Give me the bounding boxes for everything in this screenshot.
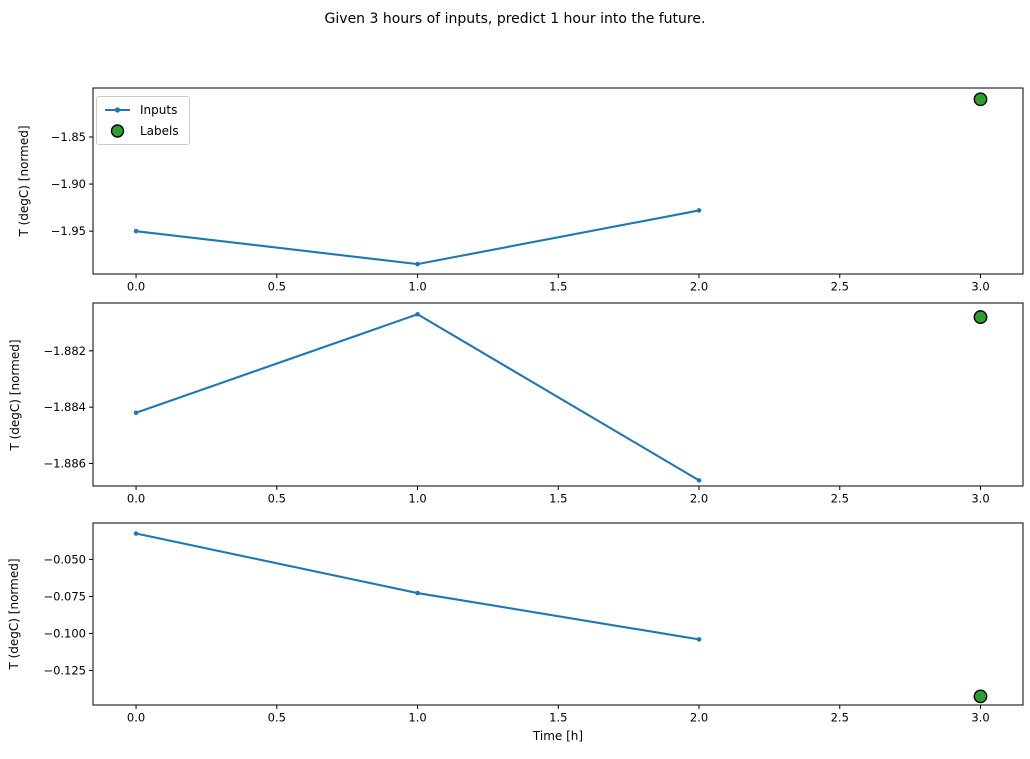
axes-frame [92,302,1024,487]
subplot-3: 0.0 0.5 1.0 1.5 2.0 2.5 3.0 −0.050 −0.075 −0.100 −… [43,522,1024,725]
y-tick-label: −1.85 [51,130,86,144]
axes-frame [92,522,1024,706]
x-tick-label: 0.5 [268,711,286,725]
inputs-marker [133,410,139,416]
y-tick-label: −0.050 [43,552,86,566]
x-tick-label: 1.5 [549,492,567,506]
inputs-marker [415,311,420,317]
x-tick-label: 0.5 [268,492,286,506]
legend: Inputs Labels [96,96,190,145]
legend-item-labels: Labels [104,122,179,140]
inputs-marker [415,261,420,267]
ylabel-subplot-1: T (degC) [normed] [17,125,31,237]
x-tick-label: 2.5 [831,711,849,725]
x-tick-label: 3.0 [971,280,989,294]
inputs-line [135,313,700,482]
y-tick-label: −1.882 [43,344,86,358]
labels-point [973,92,988,107]
x-tick-label: 0.5 [268,280,286,294]
figure-title: Given 3 hours of inputs, predict 1 hour … [324,11,706,27]
inputs-line [135,532,700,641]
labels-point [973,689,988,704]
inputs-marker [133,228,139,234]
inputs-marker [696,637,702,642]
x-tick-label: 1.0 [408,711,426,725]
y-tick-label: −1.886 [43,456,86,470]
x-tick-label: 0.0 [127,711,145,725]
subplot-2: 0.0 0.5 1.0 1.5 2.0 2.5 3.0 −1.882 −1.884 −1.886 [43,302,1024,506]
inputs-marker [696,208,702,213]
x-tick-label: 1.0 [408,492,426,506]
legend-item-inputs: Inputs [104,101,179,119]
y-tick-label: −0.125 [43,663,86,677]
inputs-line [135,209,700,266]
ylabel-subplot-3: T (degC) [normed] [7,558,21,670]
legend-label-inputs: Inputs [140,103,178,117]
x-tick-label: 0.0 [127,492,145,506]
x-tick-label: 1.0 [408,280,426,294]
x-tick-label: 2.0 [690,492,708,506]
inputs-marker [696,478,702,483]
y-tick-label: −0.100 [43,626,86,640]
y-tick-label: −0.075 [43,589,86,603]
x-tick-label: 2.5 [831,280,849,294]
legend-dot-sample [114,107,121,113]
inputs-line-icon [105,107,130,113]
xlabel: Time [h] [532,729,584,743]
labels-circle-icon [110,124,125,138]
y-tick-label: −1.884 [43,400,86,414]
ylabel-subplot-2: T (degC) [normed] [8,338,22,451]
x-tick-label: 2.0 [690,280,708,294]
x-tick-label: 3.0 [971,492,989,506]
axes-frame [92,87,1024,275]
y-tick-label: −1.90 [51,177,86,191]
y-tick-label: −1.95 [51,224,86,238]
x-tick-label: 2.0 [690,711,708,725]
x-tick-label: 0.0 [127,280,145,294]
legend-label-labels: Labels [140,124,179,138]
x-tick-label: 1.5 [549,280,567,294]
x-tick-label: 1.5 [549,711,567,725]
legend-circle-sample [110,124,125,138]
x-tick-label: 3.0 [971,711,989,725]
labels-point [973,310,988,324]
subplot-1: 0.0 0.5 1.0 1.5 2.0 2.5 3.0 −1.85 −1.90 −1.95 [51,87,1024,294]
inputs-marker [415,590,420,596]
x-tick-label: 2.5 [831,492,849,506]
inputs-marker [133,531,139,536]
